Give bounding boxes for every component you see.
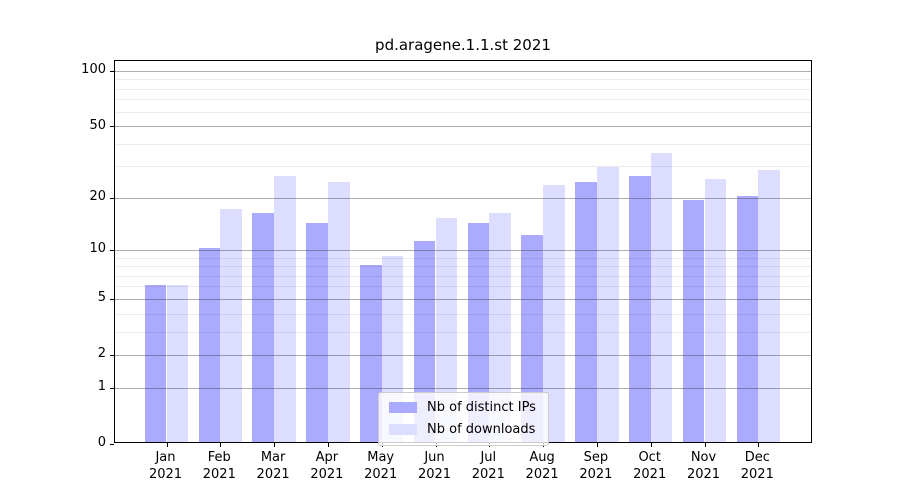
y-label-50: 50 <box>89 117 106 133</box>
y-label-2: 2 <box>97 346 106 362</box>
bar-aug-downloads <box>543 185 565 442</box>
bar-jul-downloads <box>489 213 512 442</box>
bar-jul-distinct-ips <box>467 223 490 442</box>
bar-oct-distinct-ips <box>628 175 651 442</box>
bar-oct-downloads <box>650 152 673 442</box>
y-tick-20 <box>110 197 114 199</box>
x-tick-dec <box>758 443 760 447</box>
bar-feb-downloads <box>220 208 243 442</box>
major-gridline-50 <box>115 126 811 128</box>
x-label-jan: Jan 2021 <box>148 450 183 482</box>
bar-jan-distinct-ips <box>144 284 167 442</box>
x-label-apr: Apr 2021 <box>310 450 344 482</box>
bar-feb-distinct-ips <box>198 248 221 442</box>
bar-jun-downloads <box>435 218 458 442</box>
minor-gridline-4 <box>115 313 811 315</box>
minor-gridline-9 <box>115 257 811 259</box>
chart-title: pd.aragene.1.1.st 2021 <box>375 36 551 54</box>
x-tick-mar <box>274 443 276 447</box>
y-label-0: 0 <box>97 435 106 450</box>
major-gridline-5 <box>115 298 811 300</box>
legend-swatch-downloads <box>389 424 417 435</box>
x-label-feb: Feb 2021 <box>202 450 236 482</box>
x-label-oct: Oct 2021 <box>633 450 667 482</box>
legend: Nb of distinct IPs Nb of downloads <box>378 392 549 446</box>
major-gridline-100 <box>115 70 811 72</box>
y-tick-0 <box>110 443 114 445</box>
y-label-100: 100 <box>81 62 106 78</box>
bar-nov-downloads <box>704 179 727 442</box>
y-tick-100 <box>110 70 114 72</box>
x-label-dec: Dec 2021 <box>740 450 774 482</box>
y-label-10: 10 <box>89 241 106 257</box>
minor-gridline-40 <box>115 143 811 145</box>
y-tick-2 <box>110 354 114 356</box>
minor-gridline-7 <box>115 275 811 277</box>
major-gridline-2 <box>115 354 811 356</box>
bar-dec-distinct-ips <box>736 196 759 442</box>
y-tick-5 <box>110 298 114 300</box>
x-label-jun: Jun 2021 <box>417 450 452 482</box>
x-tick-sep <box>596 443 598 447</box>
bar-may-distinct-ips <box>359 264 382 442</box>
major-gridline-1 <box>115 387 811 389</box>
minor-gridline-6 <box>115 286 811 288</box>
legend-label-distinct-ips: Nb of distinct IPs <box>427 400 536 415</box>
x-label-mar: Mar 2021 <box>256 450 290 482</box>
legend-swatch-distinct-ips <box>389 402 417 413</box>
bar-sep-distinct-ips <box>575 182 597 442</box>
bar-jan-downloads <box>166 284 189 442</box>
plot-area: Nb of distinct IPs Nb of downloads <box>110 60 812 447</box>
x-label-jul: Jul 2021 <box>471 450 505 482</box>
minor-gridline-70 <box>115 99 811 101</box>
x-label-aug: Aug 2021 <box>525 450 559 482</box>
x-tick-feb <box>220 443 222 447</box>
x-tick-nov <box>704 443 706 447</box>
x-label-may: May 2021 <box>364 450 398 482</box>
bar-apr-distinct-ips <box>306 223 328 442</box>
x-label-sep: Sep 2021 <box>579 450 613 482</box>
minor-gridline-60 <box>115 111 811 113</box>
y-tick-10 <box>110 249 114 251</box>
minor-gridline-30 <box>115 166 811 168</box>
y-tick-50 <box>110 126 114 128</box>
y-label-1: 1 <box>97 379 106 395</box>
legend-label-downloads: Nb of downloads <box>427 422 536 437</box>
legend-item-downloads: Nb of downloads <box>389 420 536 439</box>
bar-apr-downloads <box>327 182 350 442</box>
x-label-nov: Nov 2021 <box>686 450 721 482</box>
x-tick-jan <box>166 443 168 447</box>
minor-gridline-90 <box>115 79 811 81</box>
legend-item-distinct-ips: Nb of distinct IPs <box>389 398 536 417</box>
bar-aug-distinct-ips <box>521 234 544 442</box>
bar-sep-downloads <box>596 167 619 442</box>
bar-jun-distinct-ips <box>413 241 436 442</box>
minor-gridline-3 <box>115 331 811 333</box>
bar-nov-distinct-ips <box>682 200 705 442</box>
bar-mar-distinct-ips <box>252 213 275 442</box>
bar-dec-downloads <box>758 170 781 442</box>
x-tick-apr <box>327 443 329 447</box>
major-gridline-10 <box>115 249 811 251</box>
x-axis-labels: Jan 2021 Feb 2021 Mar 2021 Apr 2021 May 2021 Jun 20… <box>114 449 812 489</box>
y-label-5: 5 <box>97 290 106 306</box>
major-gridline-20 <box>115 197 811 199</box>
minor-gridline-8 <box>115 266 811 268</box>
minor-gridline-80 <box>115 88 811 90</box>
y-axis-labels: 0 1 2 5 10 20 50 100 <box>0 60 106 450</box>
y-label-20: 20 <box>89 189 106 205</box>
bar-mar-downloads <box>274 175 296 442</box>
x-tick-oct <box>650 443 652 447</box>
y-tick-1 <box>110 387 114 389</box>
